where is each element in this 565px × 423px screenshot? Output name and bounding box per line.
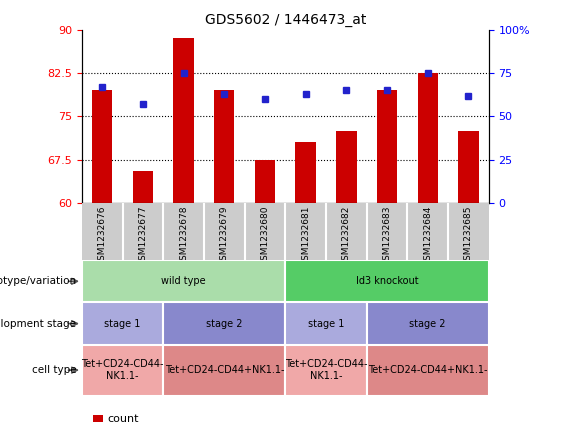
Text: Tet+CD24-CD44-
NK1.1-: Tet+CD24-CD44- NK1.1- [285,359,367,381]
Text: count: count [107,414,139,423]
Bar [295,142,316,203]
Text: genotype/variation: genotype/variation [0,276,76,286]
Bar [82,345,163,396]
Bar [82,302,163,345]
Bar [92,91,112,203]
Text: Tet+CD24-CD44-
NK1.1-: Tet+CD24-CD44- NK1.1- [81,359,164,381]
Text: GSM1232683: GSM1232683 [383,206,392,266]
Bar [255,160,275,203]
Bar [367,345,489,396]
Bar [367,302,489,345]
Bar [214,91,234,203]
Text: Id3 knockout: Id3 knockout [356,276,418,286]
Bar [163,345,285,396]
Bar [377,91,397,203]
Text: GSM1232684: GSM1232684 [423,206,432,266]
Text: stage 2: stage 2 [206,319,242,329]
Bar [173,38,194,203]
Text: GSM1232685: GSM1232685 [464,206,473,266]
Text: development stage: development stage [0,319,76,329]
Text: stage 1: stage 1 [105,319,141,329]
Text: GSM1232681: GSM1232681 [301,206,310,266]
Title: GDS5602 / 1446473_at: GDS5602 / 1446473_at [205,13,366,27]
Text: GSM1232676: GSM1232676 [98,206,107,266]
Text: GSM1232682: GSM1232682 [342,206,351,266]
Text: stage 1: stage 1 [308,319,344,329]
Bar [133,171,153,203]
Bar [163,302,285,345]
Text: wild type: wild type [162,276,206,286]
Bar [285,260,489,302]
Text: GSM1232679: GSM1232679 [220,206,229,266]
Text: GSM1232680: GSM1232680 [260,206,270,266]
Bar [285,345,367,396]
Bar [82,260,285,302]
Text: Tet+CD24-CD44+NK1.1-: Tet+CD24-CD44+NK1.1- [368,365,488,375]
Text: stage 2: stage 2 [410,319,446,329]
Text: cell type: cell type [32,365,76,375]
Bar [285,302,367,345]
Text: GSM1232678: GSM1232678 [179,206,188,266]
Bar [336,131,357,203]
Text: Tet+CD24-CD44+NK1.1-: Tet+CD24-CD44+NK1.1- [164,365,284,375]
Bar [458,131,479,203]
Bar [418,73,438,203]
Text: GSM1232677: GSM1232677 [138,206,147,266]
